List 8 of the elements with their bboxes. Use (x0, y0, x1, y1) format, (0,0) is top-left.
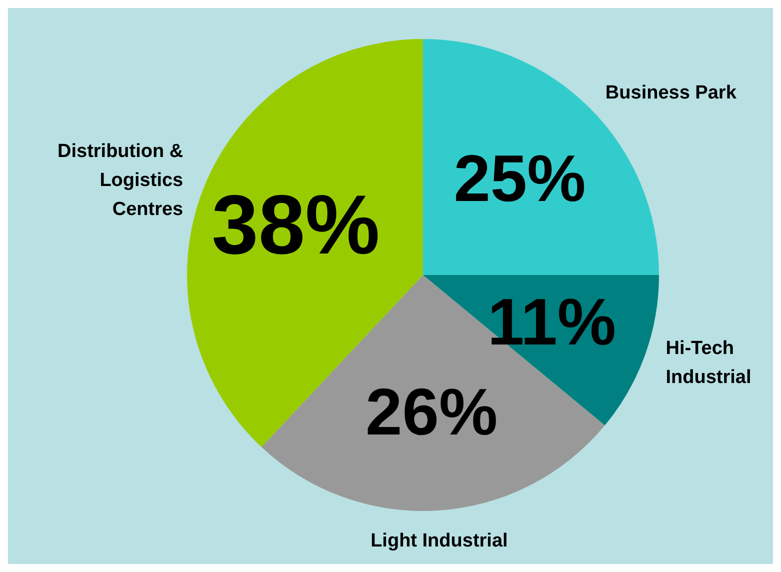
data-label: 26% (366, 374, 498, 449)
data-label: 11% (488, 284, 616, 358)
data-label: 25% (454, 141, 586, 216)
slice-label: Business Park (605, 82, 737, 104)
slice-label: Distribution & Logistics Centres (58, 141, 184, 220)
data-label: 38% (212, 178, 380, 272)
slice-label: Hi-Tech Industrial (666, 338, 752, 388)
slice-label: Light Industrial (370, 530, 508, 552)
